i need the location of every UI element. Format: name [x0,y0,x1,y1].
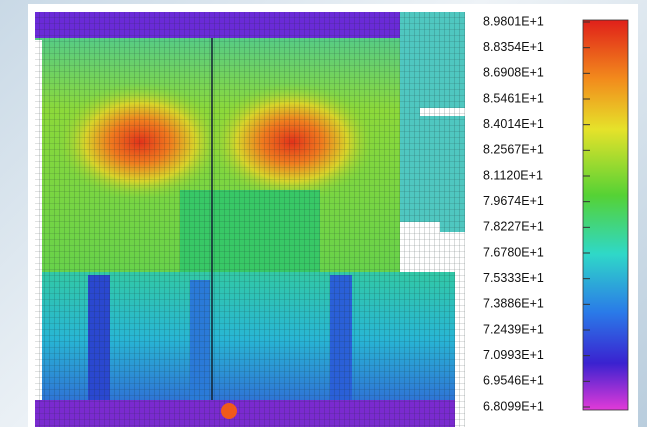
colorbar-label: 7.0993E+1 [483,348,544,362]
colorbar-label: 8.8354E+1 [483,40,544,54]
colorbar-label: 7.6780E+1 [483,245,544,259]
colorbar-label: 7.8227E+1 [483,220,544,234]
colorbar-label: 7.3886E+1 [483,297,544,311]
colorbar-label: 6.8099E+1 [483,399,544,413]
screenshot: 8.9801E+1 8.8354E+1 8.6908E+1 8.5461E+1 8.40… [0,0,647,427]
colorbar-label: 8.9801E+1 [483,14,544,28]
colorbar-label: 8.2567E+1 [483,143,544,157]
colorbar-label: 8.1120E+1 [483,168,543,182]
colorbar-label: 8.6908E+1 [483,66,544,80]
colorbar-label: 7.9674E+1 [483,194,544,208]
contour-plot: 8.9801E+1 8.8354E+1 8.6908E+1 8.5461E+1 8.40… [0,0,647,427]
colorbar-label: 7.5333E+1 [483,271,544,285]
colorbar-label: 8.5461E+1 [483,91,544,105]
colorbar-label: 6.9546E+1 [483,374,544,388]
colorbar-label: 8.4014E+1 [483,117,544,131]
colorbar-label: 7.2439E+1 [483,322,544,336]
